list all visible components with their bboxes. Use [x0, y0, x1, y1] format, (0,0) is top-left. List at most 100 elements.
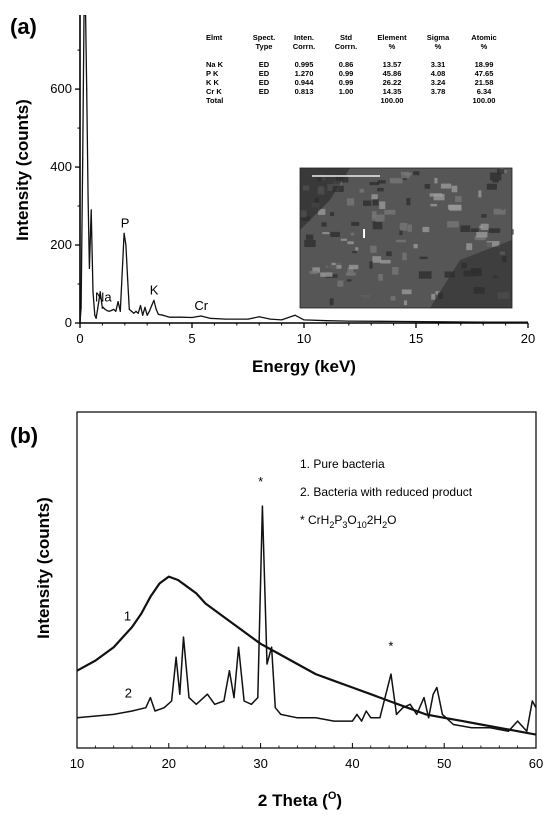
- panel-b-frame: [76, 411, 537, 749]
- inset-texture: [502, 229, 514, 235]
- inset-texture: [340, 238, 347, 241]
- pattern-1-point: [370, 693, 372, 695]
- pattern-2-point: [531, 700, 533, 702]
- pattern-2-point: [237, 646, 240, 648]
- phase-marker: *: [388, 639, 393, 654]
- pattern-1-point: [278, 653, 280, 655]
- inset-texture: [345, 272, 356, 276]
- pattern-1-point: [149, 596, 152, 598]
- formula-part: O: [347, 513, 356, 527]
- inset-texture: [371, 214, 385, 222]
- inset-texture: [322, 232, 330, 235]
- inset-texture: [435, 291, 440, 295]
- panel-a-data-point: [125, 244, 127, 246]
- pattern-2-point: [243, 700, 245, 702]
- inset-texture: [392, 267, 399, 275]
- formula-part: 2: [382, 520, 387, 530]
- table-cell: 0.99: [339, 78, 354, 87]
- pattern-2-point: [365, 710, 367, 712]
- legend-item-1: 1. Pure bacteria: [300, 457, 385, 471]
- panel-a-data-point: [269, 318, 271, 320]
- inset-texture: [337, 280, 344, 287]
- peak-label: Cr: [194, 298, 208, 313]
- table-cell: 21.58: [475, 78, 494, 87]
- table-cell: K K: [206, 78, 220, 87]
- panel-a-data-point: [348, 320, 350, 322]
- panel-b-x-tick-label: 60: [529, 756, 543, 771]
- pattern-1-point: [168, 576, 170, 578]
- table-cell: ED: [259, 87, 270, 96]
- inset-texture: [359, 295, 371, 298]
- inset-texture: [351, 221, 360, 226]
- inset-texture: [451, 238, 460, 245]
- inset-texture: [490, 172, 502, 181]
- inset-texture: [481, 214, 487, 218]
- pattern-2-point: [170, 700, 173, 702]
- inset-texture: [483, 242, 493, 249]
- pattern-2-point: [113, 713, 115, 716]
- inset-texture: [346, 252, 359, 260]
- inset-texture: [434, 177, 438, 184]
- pattern-2-point: [274, 707, 276, 709]
- inset-texture: [418, 271, 432, 279]
- panel-b-axes: [76, 411, 537, 749]
- inset-texture: [355, 296, 363, 300]
- pattern-2-point: [131, 710, 133, 712]
- formula-part: 2H: [367, 513, 382, 527]
- peak-label: K: [150, 282, 159, 297]
- pattern-2-point: [175, 656, 177, 658]
- inset-texture: [380, 279, 386, 284]
- legend-item-3: * CrH2P3O102H2O: [300, 513, 396, 530]
- pattern-2-point: [390, 673, 392, 675]
- pattern-2-point: [233, 697, 235, 699]
- table-cell: 1.00: [339, 87, 354, 96]
- inset-texture: [479, 225, 483, 229]
- inset-texture: [410, 175, 418, 178]
- inset-texture: [335, 258, 342, 266]
- panel-a-data-point: [191, 316, 193, 319]
- inset-texture: [407, 224, 412, 232]
- pattern-2-point: [261, 505, 264, 507]
- inset-marker: I: [362, 226, 366, 241]
- inset-texture: [401, 289, 412, 295]
- pattern-1-point: [517, 730, 519, 732]
- inset-texture: [424, 183, 431, 189]
- panel-a-data-point: [437, 321, 439, 323]
- inset-texture: [312, 267, 320, 273]
- pattern-line-2: [77, 505, 536, 732]
- pattern-1-point: [333, 680, 335, 682]
- inset-texture: [471, 228, 479, 232]
- table-header-cell: Inten.: [294, 33, 314, 42]
- panel-a-data-point: [137, 312, 139, 314]
- panel-b-x-axis-title-sup: O: [328, 790, 337, 802]
- pattern-2-point: [436, 686, 438, 689]
- inset-texture: [346, 279, 352, 282]
- inset-texture: [372, 198, 379, 206]
- table-header-cell: Corrn.: [335, 42, 358, 51]
- table-cell: Total: [206, 96, 223, 105]
- formula-part: P: [334, 513, 342, 527]
- inset-texture: [430, 203, 437, 207]
- table-cell: 3.78: [431, 87, 446, 96]
- panel-a-data-point: [95, 317, 97, 319]
- pattern-2-point: [356, 713, 358, 716]
- pattern-2-point: [471, 727, 473, 729]
- pattern-1-point: [195, 592, 197, 595]
- pattern-1-point: [204, 602, 207, 605]
- panel-a-data-point: [393, 320, 395, 323]
- panel-a-data-point: [123, 232, 125, 234]
- pattern-2-point: [333, 720, 335, 722]
- phase-marker: *: [258, 474, 263, 489]
- inset-texture: [385, 183, 395, 190]
- pattern-2-point: [395, 713, 398, 716]
- table-cell: 13.57: [383, 60, 402, 69]
- panel-a-data-point: [144, 306, 146, 309]
- pattern-1-point: [425, 713, 427, 716]
- table-cell: 26.22: [383, 78, 402, 87]
- panel-a-data-point: [113, 308, 115, 310]
- inset-texture: [413, 243, 418, 249]
- table-cell: 3.31: [431, 60, 446, 69]
- panel-a-data-point: [102, 306, 104, 309]
- pattern-1-point: [498, 727, 500, 729]
